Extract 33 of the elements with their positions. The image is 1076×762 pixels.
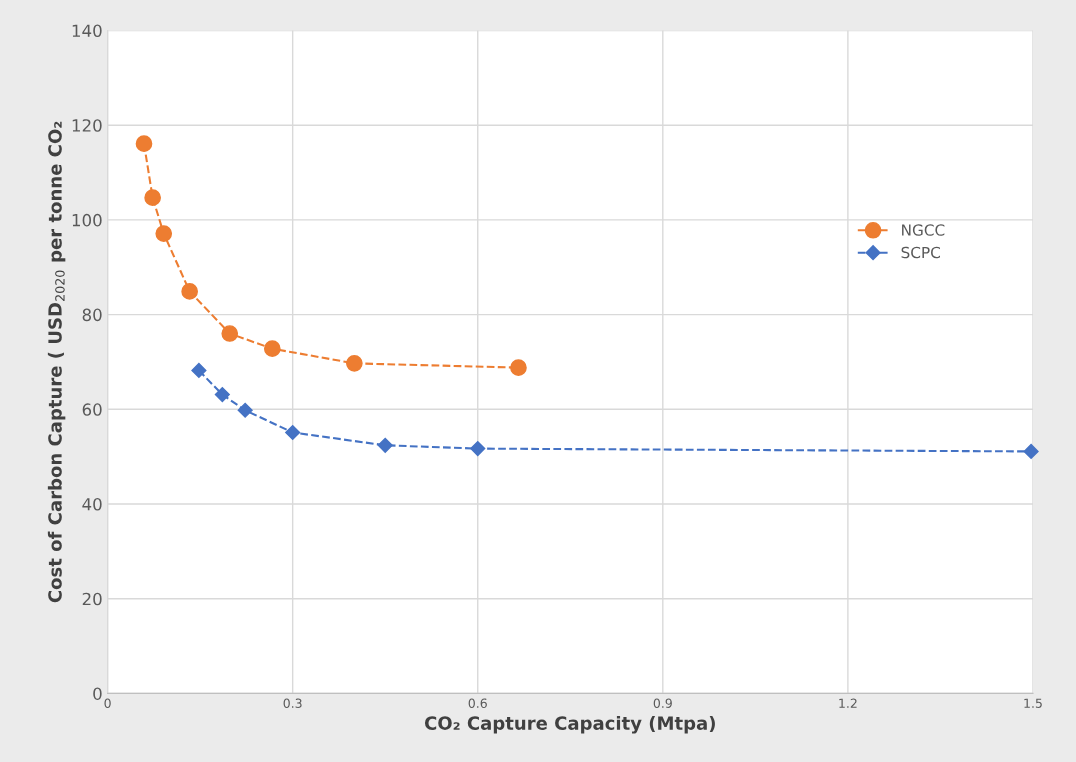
y-tick-label: 0 [93, 687, 102, 700]
y-tick-label: 140 [72, 24, 102, 38]
x-tick-label: 1.5 [1024, 698, 1042, 708]
point [377, 437, 393, 453]
x-tick-label: 0.9 [653, 698, 672, 708]
y-tick-label: 80 [82, 308, 102, 322]
point [237, 402, 253, 418]
x-tick-label: 1.2 [839, 698, 857, 708]
x-axis-title: CO₂ Capture Capacity (Mtpa) [424, 715, 715, 734]
point [214, 387, 230, 403]
legend-label: NGCC [902, 224, 945, 236]
point [181, 283, 198, 300]
y-tick-label: 100 [72, 213, 102, 227]
point [510, 359, 527, 376]
point [135, 135, 153, 152]
y-tick-label: 20 [82, 592, 102, 606]
y-tick-label: 120 [72, 119, 102, 132]
x-tick-label: 0.3 [283, 698, 302, 708]
x-tick-label: 0 [104, 698, 111, 708]
y-tick-label: 60 [82, 403, 102, 416]
point [1023, 443, 1039, 460]
y-tick-label: 40 [82, 497, 102, 511]
point [191, 362, 207, 379]
x-tick-label: 0.6 [468, 698, 487, 708]
point [285, 424, 301, 441]
legend-label: SCPC [901, 246, 940, 259]
y-axis-title: Cost of Carbon Capture ( USD$_{2020}$ per tonne CO₂ [47, 121, 66, 603]
point [470, 441, 486, 457]
point [346, 355, 363, 372]
point [221, 325, 239, 342]
point [144, 189, 161, 206]
point [155, 225, 173, 242]
point [263, 340, 281, 358]
